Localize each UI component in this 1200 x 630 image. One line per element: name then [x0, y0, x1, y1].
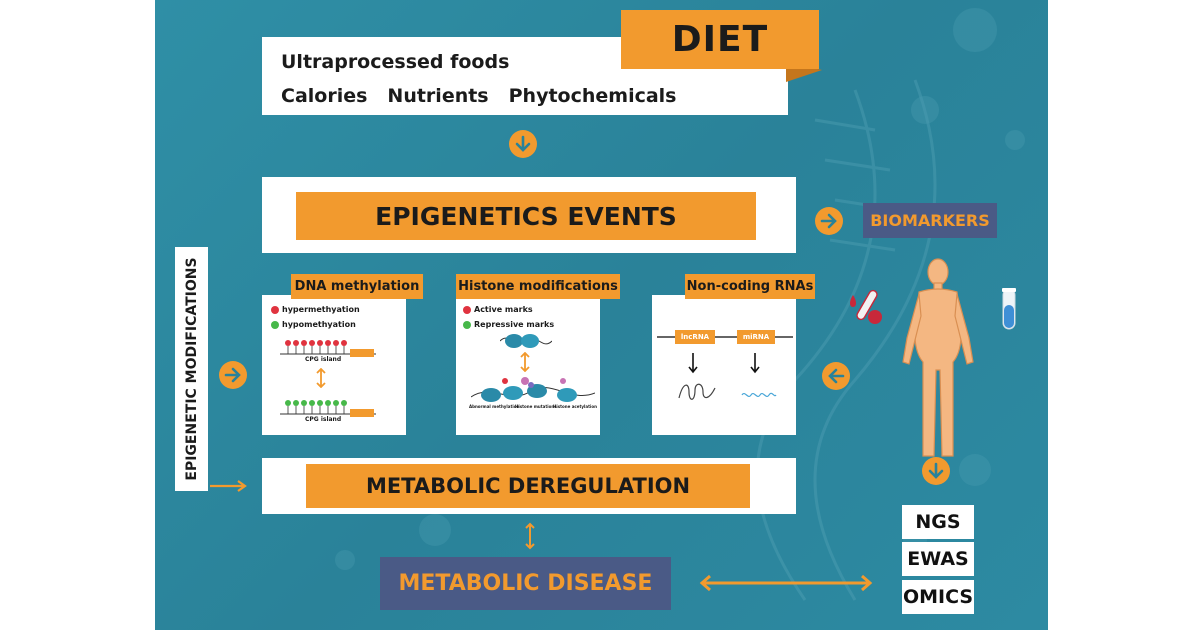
dna-methylation-panel — [262, 295, 406, 435]
diet-line1: Ultraprocessed foods — [281, 51, 510, 73]
arrow-right-icon-left — [219, 361, 247, 389]
arrow-right-icon — [815, 207, 843, 235]
ngs-label: NGS — [902, 505, 974, 539]
cpg-top-label: CPG island — [305, 356, 342, 363]
arrow-down-icon — [509, 130, 537, 158]
histone-caption-1: Abnormal methylation — [469, 404, 520, 409]
updown-arrow-icon — [316, 368, 326, 388]
hypo-dot-icon — [271, 320, 279, 329]
metabolic-deregulation-label: METABOLIC DEREGULATION — [306, 464, 750, 508]
non-coding-rnas-panel — [652, 295, 796, 435]
diet-line2: Calories Nutrients Phytochemicals — [281, 85, 677, 107]
diet-item-calories: Calories — [281, 85, 368, 107]
double-arrow-icon — [699, 574, 873, 592]
arrow-down-lncrna-icon — [688, 353, 698, 374]
arrow-down-icon-right — [922, 457, 950, 485]
non-coding-rnas-label: Non-coding RNAs — [685, 274, 815, 299]
repressive-dot-icon — [463, 320, 471, 329]
omics-label: OMICS — [902, 580, 974, 614]
legend-repressive-label: Repressive marks — [474, 320, 555, 329]
histone-modifications-panel — [456, 295, 600, 435]
legend-hypo-label: hypomethyation — [282, 320, 356, 329]
lncrna-label: lncRNA — [675, 330, 715, 344]
updown-arrow-icon-histone — [520, 352, 530, 372]
side-label-box: EPIGENETIC MODIFICATIONS — [175, 247, 208, 491]
active-dot-icon — [463, 305, 471, 314]
dna-methylation-label: DNA methylation — [291, 274, 423, 299]
histone-caption-2: Histone mutations — [515, 404, 557, 409]
diet-title: DIET — [621, 10, 819, 69]
lncrna-coil-icon — [678, 383, 716, 400]
nucleosome-icon — [500, 334, 552, 348]
arrow-left-icon — [822, 362, 850, 390]
cpg-hyper-diagram — [280, 340, 376, 357]
diagram-canvas: Ultraprocessed foods Calories Nutrients … — [155, 0, 1048, 630]
blood-sample-icon — [850, 289, 882, 324]
histone-caption-3: Histone acetylation — [553, 404, 597, 409]
human-body-icon — [902, 258, 974, 457]
histone-chain-icon — [471, 377, 595, 402]
hyper-dot-icon — [271, 305, 279, 314]
ewas-label: EWAS — [902, 542, 974, 576]
legend-repressive: Repressive marks — [463, 320, 554, 329]
metabolic-disease-label: METABOLIC DISEASE — [380, 557, 671, 610]
mirna-label: miRNA — [737, 330, 775, 344]
legend-hyper-label: hypermethyation — [282, 305, 360, 314]
histone-modifications-label: Histone modifications — [456, 274, 620, 299]
legend-active: Active marks — [463, 305, 533, 314]
legend-active-label: Active marks — [474, 305, 533, 314]
arrow-right-thin-icon — [210, 480, 247, 492]
cpg-bottom-label: CPG island — [305, 416, 342, 423]
updown-arrow-disease-icon — [525, 522, 535, 550]
arrow-down-mirna-icon — [750, 353, 760, 374]
biomarkers-label: BIOMARKERS — [863, 203, 997, 238]
test-tube-icon — [1002, 288, 1016, 330]
legend-hypo: hypomethyation — [271, 320, 356, 329]
diet-item-nutrients: Nutrients — [387, 85, 489, 107]
cpg-hypo-diagram — [280, 400, 376, 417]
epigenetic-modifications-label: EPIGENETIC MODIFICATIONS — [183, 257, 200, 481]
legend-hyper: hypermethyation — [271, 305, 360, 314]
epigenetics-events-label: EPIGENETICS EVENTS — [296, 192, 756, 240]
mirna-squiggle-icon — [741, 392, 777, 397]
diet-item-phytochemicals: Phytochemicals — [508, 85, 677, 107]
